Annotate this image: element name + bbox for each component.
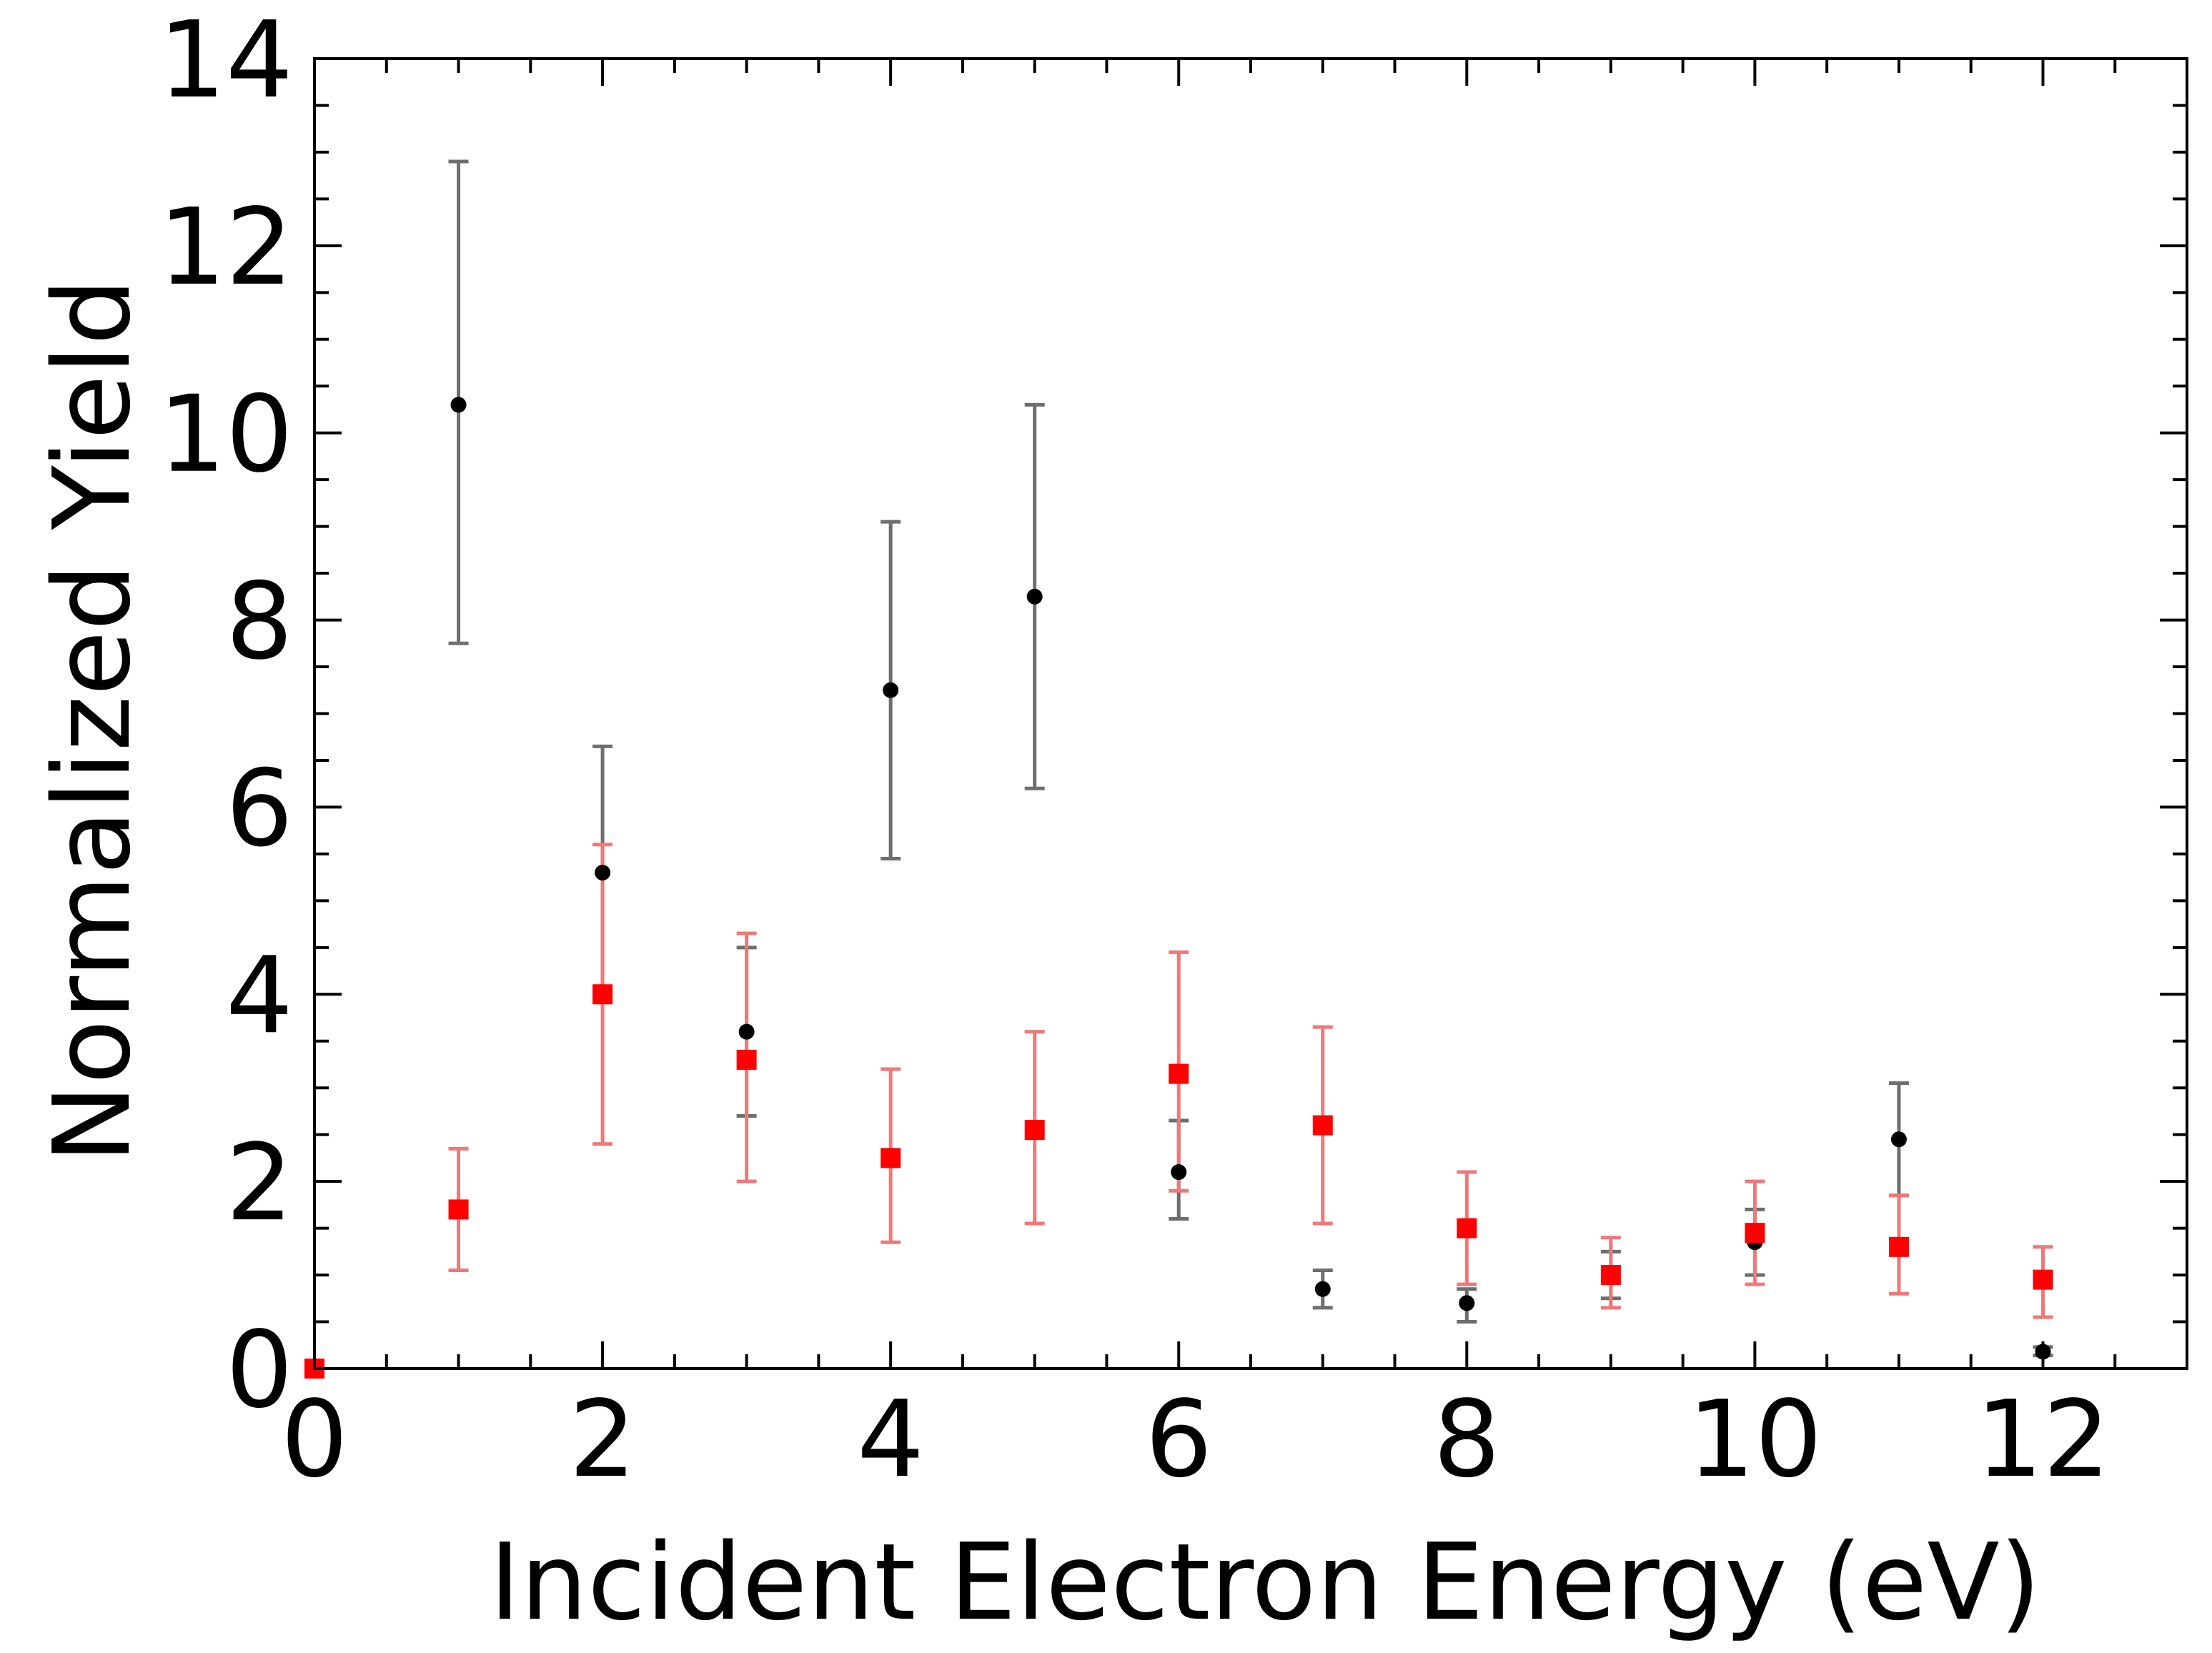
data-point-square [1312,1115,1333,1136]
x-tick-label: 10 [1687,1378,1822,1501]
data-point-square [736,1049,757,1070]
plot-frame [313,57,2188,1370]
y-tick-label: 2 [226,1121,293,1244]
data-point-square [1888,1236,1909,1257]
x-tick-label: 2 [569,1378,636,1501]
y-axis-title: Normalized Yield [31,278,154,1163]
data-point-square [1745,1223,1765,1244]
y-tick-label: 14 [159,0,293,121]
data-markers [304,397,2053,1379]
error-bars [448,159,2053,1358]
data-point-circle [1026,588,1043,605]
x-axis-title: Incident Electron Energy (eV) [490,1521,2041,1644]
x-tick-label: 4 [857,1378,924,1501]
data-point-square [592,984,613,1005]
data-point-square [1169,1063,1189,1084]
data-point-circle [1890,1131,1907,1148]
y-tick-label: 10 [159,373,293,496]
y-tick-label: 8 [226,560,293,683]
data-point-circle [1314,1281,1331,1297]
x-tick-label: 6 [1145,1378,1212,1501]
y-tick-label: 6 [226,747,293,870]
data-point-circle [1459,1295,1475,1311]
data-point-circle [595,865,611,881]
x-tick-labels: 0 2 4 6 8 10 12 [281,1378,2111,1501]
data-point-circle [883,682,899,698]
data-point-circle [2035,1344,2051,1360]
data-point-square [1024,1120,1045,1141]
axis-ticks [313,57,2188,1370]
y-tick-label: 0 [226,1309,293,1431]
y-tick-labels: 0 2 4 6 8 10 12 14 [159,0,293,1431]
data-point-square [1457,1218,1477,1238]
x-tick-label: 8 [1433,1378,1500,1501]
y-tick-label: 12 [159,186,293,309]
data-point-circle [738,1023,755,1040]
y-tick-label: 4 [226,934,293,1057]
x-tick-label: 12 [1975,1378,2110,1501]
data-point-square [2033,1269,2053,1290]
data-point-square [881,1148,901,1168]
data-point-circle [450,397,467,413]
data-point-circle [1171,1164,1187,1181]
x-tick-label: 0 [281,1378,348,1501]
data-point-square [448,1199,469,1220]
data-point-square [1600,1265,1621,1286]
